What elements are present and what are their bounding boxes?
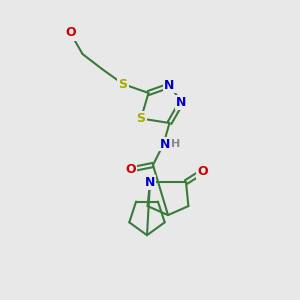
Text: H: H <box>172 139 181 149</box>
Text: N: N <box>176 95 187 109</box>
Text: N: N <box>164 79 175 92</box>
Text: N: N <box>145 176 155 189</box>
Text: O: O <box>125 163 136 176</box>
Text: S: S <box>118 77 127 91</box>
Text: N: N <box>160 137 170 151</box>
Text: O: O <box>65 26 76 40</box>
Text: O: O <box>197 165 208 178</box>
Text: S: S <box>136 112 146 125</box>
